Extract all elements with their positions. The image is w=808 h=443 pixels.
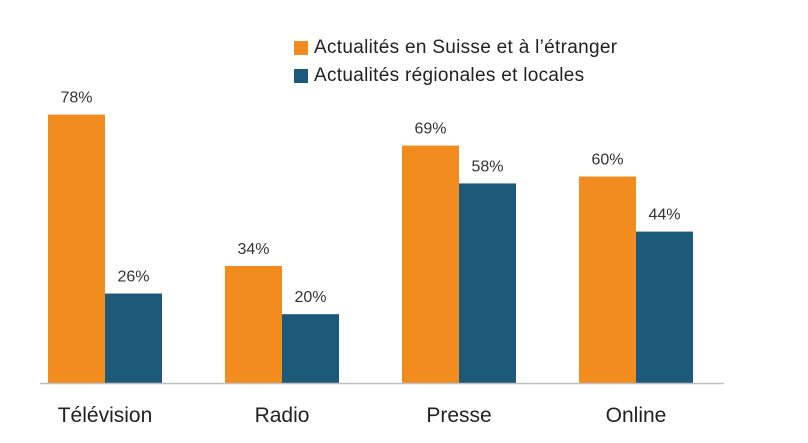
legend-item-series-1: Actualités en Suisse et à l’étranger	[294, 34, 617, 62]
data-label-series-2-0: 26%	[117, 269, 149, 286]
bar-series-2-3	[636, 231, 693, 383]
data-label-series-2-3: 44%	[648, 207, 680, 224]
bar-series-1-3	[579, 176, 636, 383]
data-label-series-1-0: 78%	[60, 90, 92, 107]
x-tick-label-1: Radio	[255, 404, 310, 427]
legend-label-series-2: Actualités régionales et locales	[314, 65, 585, 86]
data-label-series-1-3: 60%	[591, 152, 623, 169]
chart-legend: Actualités en Suisse et à l’étranger Act…	[294, 34, 617, 90]
x-tick-label-2: Presse	[426, 404, 491, 427]
x-tick-label-0: Télévision	[58, 404, 153, 427]
data-label-series-1-1: 34%	[237, 241, 269, 258]
bar-series-2-2	[459, 183, 516, 383]
data-label-series-2-1: 20%	[294, 289, 326, 306]
x-tick-label-3: Online	[606, 404, 667, 427]
legend-label-series-1: Actualités en Suisse et à l’étranger	[314, 37, 618, 58]
data-label-series-2-2: 58%	[471, 158, 503, 175]
legend-swatch-series-1	[294, 41, 308, 55]
data-label-series-1-2: 69%	[414, 121, 446, 138]
legend-item-series-2: Actualités régionales et locales	[294, 62, 617, 90]
bar-series-1-2	[402, 145, 459, 383]
bar-series-1-0	[48, 114, 105, 384]
bar-series-2-1	[282, 314, 339, 383]
bar-series-2-0	[105, 293, 162, 383]
legend-swatch-series-2	[294, 69, 308, 83]
bar-series-1-1	[225, 266, 282, 383]
